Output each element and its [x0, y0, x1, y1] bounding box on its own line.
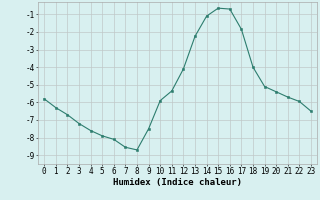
- X-axis label: Humidex (Indice chaleur): Humidex (Indice chaleur): [113, 178, 242, 187]
